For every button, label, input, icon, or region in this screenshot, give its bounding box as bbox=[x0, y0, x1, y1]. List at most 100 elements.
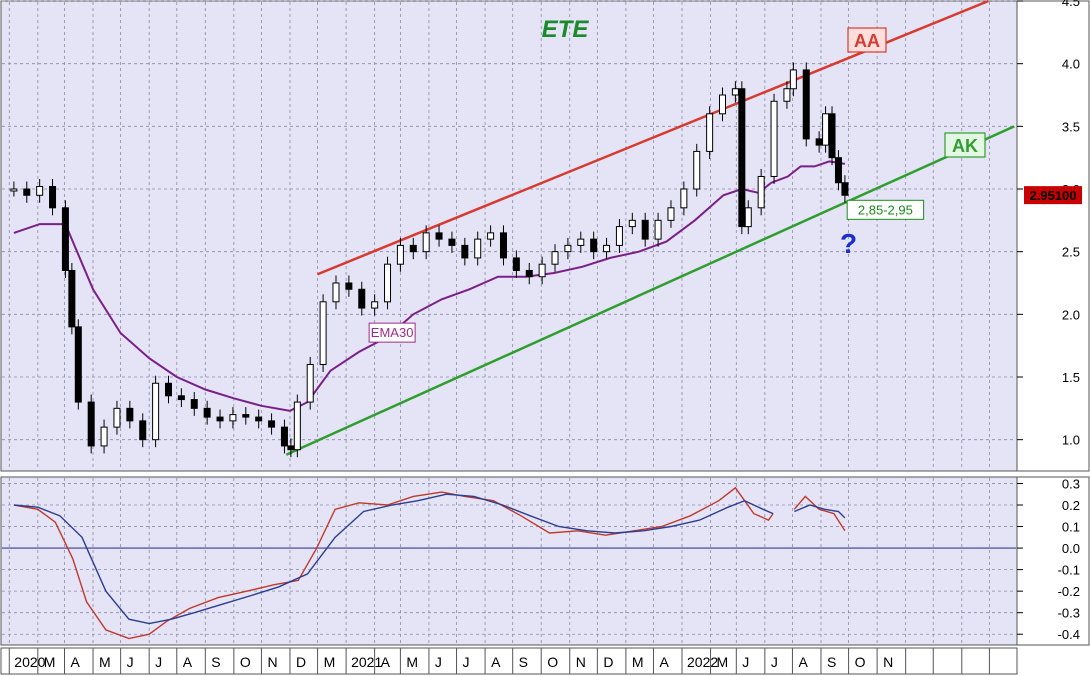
month-label: J bbox=[742, 654, 749, 670]
oscillator-axis-ticks: 0.3 0.2 0.1 0.0 -0.1 -0.2 -0.3 -0.4 bbox=[1017, 476, 1080, 642]
osc-tick-label: 0.0 bbox=[1062, 541, 1080, 556]
candle-body bbox=[396, 244, 404, 265]
candle-body bbox=[126, 407, 134, 422]
candle-body bbox=[538, 263, 546, 278]
price-tick-label: 3.5 bbox=[1062, 119, 1080, 134]
candle-body bbox=[731, 88, 739, 96]
candle-body bbox=[268, 420, 276, 428]
last-price-badge bbox=[1024, 186, 1082, 205]
candle-body bbox=[177, 395, 185, 401]
candle-body bbox=[113, 407, 121, 428]
month-label: J bbox=[771, 654, 778, 670]
month-label: M bbox=[632, 654, 644, 670]
year-label: 2021 bbox=[351, 654, 382, 670]
candle-body bbox=[319, 301, 327, 365]
candle-body bbox=[841, 182, 849, 196]
month-label: J bbox=[463, 654, 470, 670]
month-label: M bbox=[406, 654, 418, 670]
month-label: A bbox=[659, 654, 669, 670]
candle-body bbox=[203, 407, 211, 418]
candle-body bbox=[36, 185, 44, 196]
month-label: A bbox=[183, 654, 193, 670]
oscillator-axis-strip bbox=[1016, 476, 1090, 646]
candle-body bbox=[815, 138, 823, 146]
month-label: A bbox=[381, 654, 391, 670]
year-label: 2022 bbox=[687, 654, 718, 670]
oscillator-line-1 bbox=[13, 486, 846, 640]
month-label: M bbox=[44, 654, 56, 670]
annotation-label: EMA30 bbox=[371, 325, 414, 340]
candle-body bbox=[49, 185, 57, 209]
candle-body bbox=[590, 238, 598, 253]
candle-body bbox=[10, 188, 18, 192]
candle-body bbox=[190, 399, 198, 409]
candle-body bbox=[512, 257, 520, 271]
osc-tick-label: -0.1 bbox=[1058, 563, 1080, 578]
candle-body bbox=[499, 232, 507, 259]
candle-body bbox=[757, 175, 765, 209]
annotation-box bbox=[846, 199, 925, 220]
month-label: D bbox=[296, 654, 306, 670]
oscillator-panel bbox=[0, 476, 1018, 646]
candle-body bbox=[409, 244, 417, 253]
date-axis-strip bbox=[0, 647, 1018, 675]
candle-body bbox=[603, 244, 611, 253]
candle-body bbox=[654, 219, 662, 240]
candle-body bbox=[255, 416, 263, 422]
candle-body bbox=[828, 113, 836, 159]
candle-body bbox=[384, 263, 392, 303]
candle-body bbox=[680, 188, 688, 209]
candle-body bbox=[139, 420, 147, 441]
candle-body bbox=[564, 244, 572, 253]
candle-body bbox=[87, 401, 95, 447]
candle-body bbox=[551, 251, 559, 265]
oscillator-line-2 bbox=[13, 493, 846, 625]
month-label: A bbox=[71, 654, 81, 670]
candle-body bbox=[615, 226, 623, 246]
candle-body bbox=[448, 238, 456, 246]
candle-body bbox=[525, 269, 533, 278]
candle-body bbox=[100, 426, 108, 447]
trend-line-ak bbox=[285, 125, 1015, 456]
month-label: M bbox=[324, 654, 336, 670]
candle-body bbox=[306, 363, 314, 403]
month-label: S bbox=[519, 654, 528, 670]
candle-body bbox=[770, 100, 778, 177]
oscillator-lines bbox=[13, 486, 846, 640]
month-label: S bbox=[211, 654, 220, 670]
question-mark: ? bbox=[840, 228, 857, 259]
month-label: N bbox=[267, 654, 277, 670]
month-label: J bbox=[155, 654, 162, 670]
trend-label-box-ak bbox=[944, 132, 986, 158]
month-label: M bbox=[717, 654, 729, 670]
month-label: A bbox=[491, 654, 501, 670]
candle-body bbox=[216, 416, 224, 422]
candle-body bbox=[641, 219, 649, 240]
candle-body bbox=[802, 69, 810, 140]
candle-body bbox=[822, 113, 830, 146]
osc-tick-label: 0.2 bbox=[1062, 498, 1080, 513]
osc-tick-label: 0.1 bbox=[1062, 520, 1080, 535]
month-label: J bbox=[435, 654, 442, 670]
candle-body bbox=[345, 282, 353, 290]
month-label: J bbox=[127, 654, 134, 670]
candle-body bbox=[287, 445, 295, 451]
candle-body bbox=[164, 382, 172, 397]
month-label: S bbox=[827, 654, 836, 670]
trend-label-box-aa bbox=[847, 27, 887, 53]
last-price-label: 2.95100 bbox=[1030, 188, 1077, 203]
price-tick-label: 1.5 bbox=[1062, 370, 1080, 385]
candle-body bbox=[229, 414, 237, 422]
osc-tick-label: -0.3 bbox=[1058, 606, 1080, 621]
month-label: O bbox=[240, 654, 251, 670]
month-label: O bbox=[855, 654, 866, 670]
price-tick-label: 4.0 bbox=[1062, 57, 1080, 72]
candle-body bbox=[371, 301, 379, 309]
candle-body bbox=[706, 113, 714, 152]
price-axis-ticks: 1.01.52.02.53.03.54.04.52.95100 bbox=[1017, 0, 1082, 448]
candle-body bbox=[738, 88, 746, 228]
candle-body bbox=[435, 232, 443, 240]
candle-body bbox=[577, 238, 585, 246]
